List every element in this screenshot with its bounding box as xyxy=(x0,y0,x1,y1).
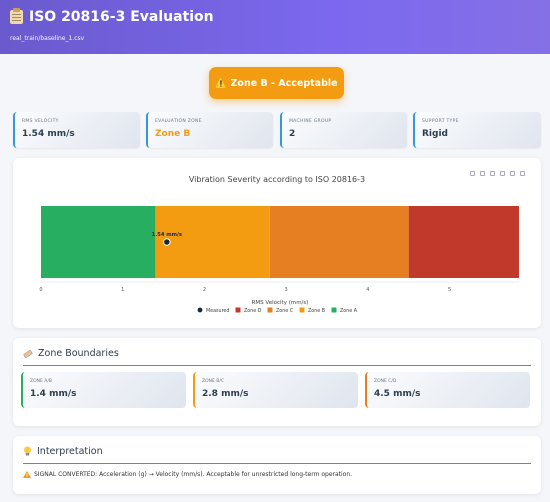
boundary-value: 2.8 mm/s xyxy=(202,389,249,399)
x-axis-label: RMS Velocity (mm/s) xyxy=(252,300,309,306)
measured-label: 1.54 mm/s xyxy=(152,232,182,238)
autoscale-icon[interactable] xyxy=(510,171,515,176)
page-header: ISO 20816-3 Evaluation real_train/baseli… xyxy=(0,0,550,54)
legend-marker-zone-c xyxy=(267,307,273,313)
metric-card-machine-group: MACHINE GROUP 2 xyxy=(280,112,407,148)
ruler-icon xyxy=(23,349,33,358)
divider xyxy=(23,365,531,366)
boundary-label: ZONE C/D xyxy=(374,379,397,384)
metric-label: MACHINE GROUP xyxy=(289,119,332,124)
lightbulb-icon xyxy=(24,446,31,456)
zoom-out-icon[interactable] xyxy=(500,171,505,176)
boundary-bc: ZONE B/C 2.8 mm/s xyxy=(193,372,358,408)
interpretation-title: Interpretation xyxy=(37,446,103,457)
legend-marker-zone-a xyxy=(331,307,337,313)
zone-bar-zone-c xyxy=(269,206,409,278)
legend-marker-zone-d xyxy=(235,307,241,313)
page-title: ISO 20816-3 Evaluation xyxy=(10,8,214,25)
legend-label-zone-d: Zone D xyxy=(244,308,262,314)
home-icon[interactable] xyxy=(520,171,525,176)
zoom-in-icon[interactable] xyxy=(490,171,495,176)
legend-label-zone-b: Zone B xyxy=(308,308,325,314)
camera-icon[interactable] xyxy=(470,171,475,176)
warning-icon xyxy=(23,471,31,478)
x-tick-label: 3 xyxy=(285,287,288,293)
metric-label: EVALUATION ZONE xyxy=(155,119,202,124)
metric-value: Rigid xyxy=(422,129,448,139)
zoom-icon[interactable] xyxy=(480,171,485,176)
x-tick-label: 5 xyxy=(448,287,451,293)
chart-title: Vibration Severity according to ISO 2081… xyxy=(188,175,366,184)
file-path: real_train/baseline_1.csv xyxy=(10,35,85,42)
zone-bar-zone-d xyxy=(408,206,519,278)
boundary-value: 1.4 mm/s xyxy=(30,389,77,399)
interpretation-text: SIGNAL CONVERTED: Acceleration (g) → Vel… xyxy=(34,471,353,478)
metric-card-support-type: SUPPORT TYPE Rigid xyxy=(413,112,541,148)
interpretation-text-row: SIGNAL CONVERTED: Acceleration (g) → Vel… xyxy=(23,471,352,478)
interpretation-heading: Interpretation xyxy=(23,446,103,457)
zone-boundaries-heading: Zone Boundaries xyxy=(23,348,119,359)
legend-label-zone-c: Zone C xyxy=(276,308,294,314)
clipboard-icon xyxy=(10,8,23,24)
metric-value: 1.54 mm/s xyxy=(22,129,75,139)
boundary-value: 4.5 mm/s xyxy=(374,389,421,399)
legend-marker-measured xyxy=(197,307,203,313)
zone-boundaries-title: Zone Boundaries xyxy=(38,348,119,359)
metric-card-rms-velocity: RMS VELOCITY 1.54 mm/s xyxy=(13,112,140,148)
legend-marker-zone-b xyxy=(299,307,305,313)
x-tick-label: 2 xyxy=(203,287,206,293)
legend-label-zone-a: Zone A xyxy=(340,308,358,314)
measured-point xyxy=(163,238,171,246)
boundary-label: ZONE A/B xyxy=(30,379,52,384)
x-tick-label: 0 xyxy=(39,287,42,293)
zone-status-label: ⚠️ Zone B - Acceptable xyxy=(215,77,338,89)
metric-value: 2 xyxy=(289,129,296,139)
severity-chart-card: Vibration Severity according to ISO 2081… xyxy=(13,158,541,328)
zone-bar-zone-b xyxy=(155,206,270,278)
severity-chart: 0 1 2 3 4 5 RMS Velocity (mm/s) 1.54 mm/s Measur… xyxy=(39,206,519,314)
zone-bar-zone-a xyxy=(41,206,156,278)
interpretation-card: Interpretation SIGNAL CONVERTED: Acceler… xyxy=(13,436,541,494)
divider xyxy=(23,463,531,464)
boundary-cd: ZONE C/D 4.5 mm/s xyxy=(365,372,530,408)
x-tick-label: 1 xyxy=(121,287,124,293)
boundary-label: ZONE B/C xyxy=(202,379,225,384)
metric-card-evaluation-zone: EVALUATION ZONE Zone B xyxy=(146,112,273,148)
zone-status-button[interactable]: ⚠️ Zone B - Acceptable xyxy=(209,67,344,99)
page-title-text: ISO 20816-3 Evaluation xyxy=(29,9,214,25)
x-tick-label: 4 xyxy=(366,287,369,293)
metric-label: RMS VELOCITY xyxy=(22,119,59,124)
metric-label: SUPPORT TYPE xyxy=(422,119,459,124)
boundary-ab: ZONE A/B 1.4 mm/s xyxy=(21,372,186,408)
metric-value: Zone B xyxy=(155,129,191,139)
chart-toolbar xyxy=(470,171,525,176)
zone-boundaries-card: Zone Boundaries ZONE A/B 1.4 mm/s ZONE B… xyxy=(13,338,541,426)
legend-label-measured: Measured xyxy=(206,308,229,314)
